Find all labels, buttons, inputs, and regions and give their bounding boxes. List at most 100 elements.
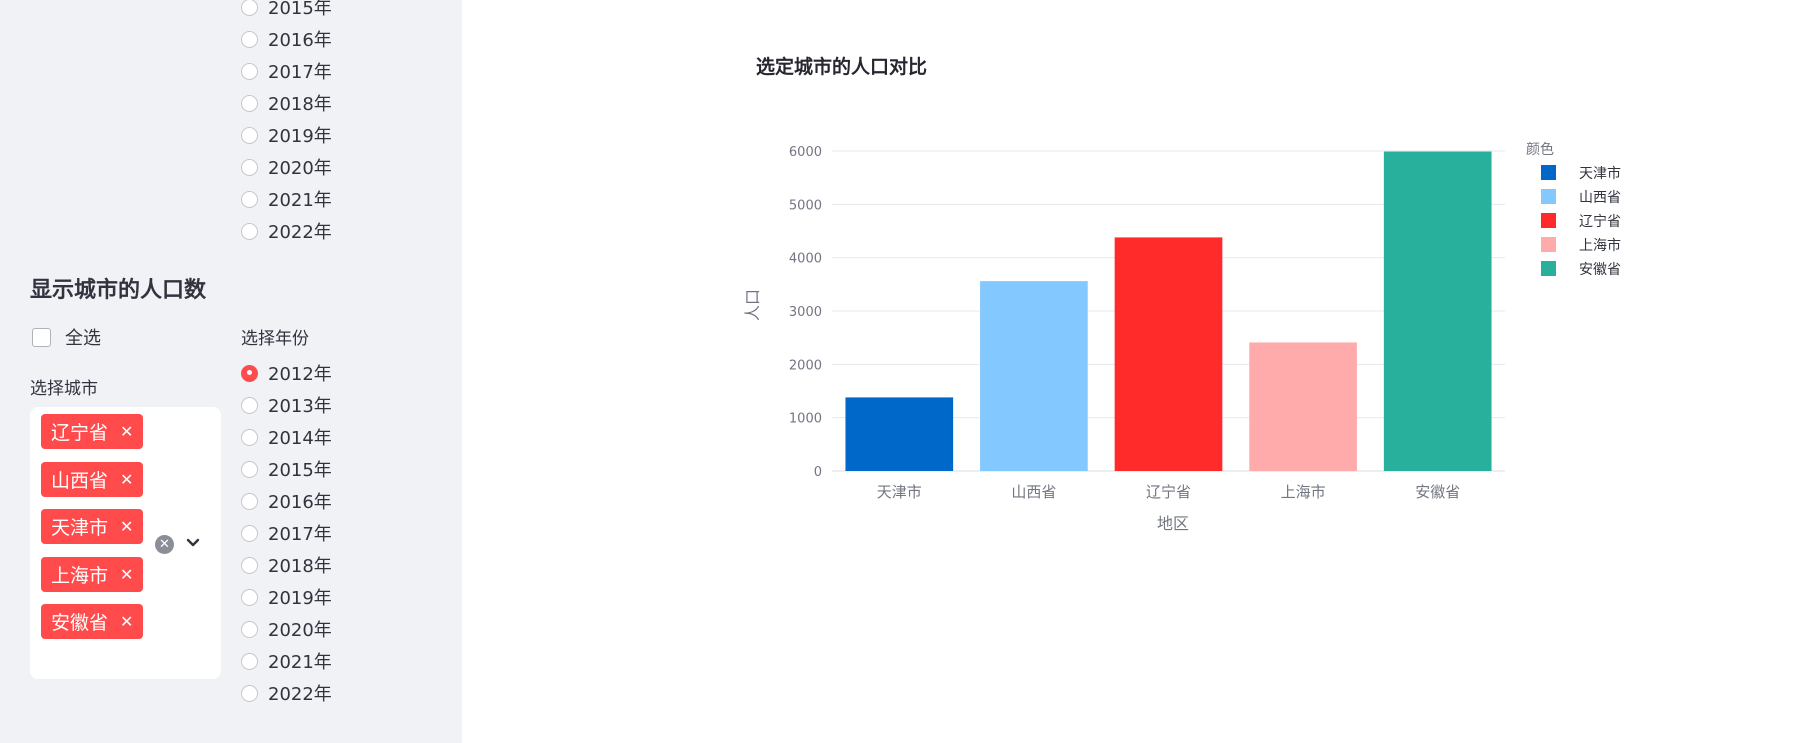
radio-label: 2021年 [268, 652, 332, 673]
radio-circle[interactable] [241, 30, 258, 48]
radio-label: 2012年 [268, 364, 332, 385]
legend-swatch [1541, 261, 1556, 276]
city-tag-label: 安徽省 [51, 612, 109, 634]
legend-swatch [1541, 237, 1556, 252]
checkbox-box[interactable] [32, 327, 51, 347]
chart-title: 选定城市的人口对比 [756, 56, 928, 78]
radio-circle[interactable] [241, 652, 258, 670]
radio-label: 2022年 [268, 222, 332, 243]
radio-circle[interactable] [241, 158, 258, 176]
radio-label: 2020年 [268, 620, 332, 641]
select-city-label: 选择城市 [30, 379, 98, 399]
radio-circle[interactable] [241, 492, 258, 510]
year-option-5[interactable]: 2017年 [241, 517, 332, 549]
radio-circle[interactable] [241, 94, 258, 112]
radio-circle[interactable] [241, 126, 258, 144]
radio-label: 2020年 [268, 158, 332, 179]
city-multiselect[interactable]: 辽宁省 ✕ 山西省 ✕ 天津市 ✕ 上海市 ✕ 安徽省 ✕ ✕ [30, 407, 221, 679]
legend-title: 颜色 [1526, 141, 1554, 158]
year-option-top-2[interactable]: 2017年 [241, 55, 332, 87]
y-tick-label: 6000 [789, 145, 822, 160]
radio-label: 2017年 [268, 524, 332, 545]
select-year-label: 选择年份 [241, 329, 309, 349]
year-option-8[interactable]: 2020年 [241, 613, 332, 645]
y-tick-label: 1000 [789, 412, 822, 427]
remove-tag-icon[interactable]: ✕ [120, 422, 134, 441]
city-tag-label: 山西省 [51, 469, 109, 492]
remove-tag-icon[interactable]: ✕ [120, 517, 134, 536]
year-option-top-0[interactable]: 2015年 [241, 0, 332, 23]
section-title: 显示城市的人口数 [30, 278, 207, 303]
radio-label: 2018年 [268, 94, 332, 115]
year-option-top-3[interactable]: 2018年 [241, 87, 332, 119]
y-axis-title: 人口 [743, 289, 762, 321]
year-option-top-6[interactable]: 2021年 [241, 183, 332, 215]
year-option-top-4[interactable]: 2019年 [241, 119, 332, 151]
legend-swatch [1541, 189, 1556, 204]
radio-label: 2016年 [268, 492, 332, 513]
city-tag[interactable]: 天津市 ✕ [41, 509, 144, 544]
radio-label: 2018年 [268, 556, 332, 577]
y-tick-label: 3000 [789, 305, 822, 320]
radio-circle[interactable] [241, 556, 258, 574]
radio-circle[interactable] [241, 0, 258, 16]
radio-circle[interactable] [241, 428, 258, 446]
remove-tag-icon[interactable]: ✕ [120, 469, 134, 489]
year-option-4[interactable]: 2016年 [241, 485, 332, 517]
city-tag[interactable]: 上海市 ✕ [41, 556, 144, 592]
year-option-2[interactable]: 2014年 [241, 421, 332, 453]
year-option-0[interactable]: 2012年 [241, 357, 332, 389]
legend-swatch [1541, 213, 1556, 228]
radio-circle[interactable] [241, 396, 258, 414]
remove-tag-icon[interactable]: ✕ [120, 564, 134, 584]
sidebar: 2015年 2016年 2017年 2018年 2019年 2020年 2021年 2022年… [0, 0, 462, 743]
radio-circle[interactable] [241, 524, 258, 542]
year-option-top-1[interactable]: 2016年 [241, 23, 332, 55]
radio-circle[interactable] [241, 62, 258, 80]
legend-entry: 山西省 [1579, 190, 1621, 206]
year-option-top-7[interactable]: 2022年 [241, 215, 332, 247]
radio-label: 2022年 [268, 684, 332, 705]
y-tick-label: 2000 [789, 358, 822, 373]
remove-tag-icon[interactable]: ✕ [120, 612, 134, 631]
x-tick-label: 辽宁省 [1146, 483, 1191, 501]
bar-辽宁省 [1114, 237, 1223, 471]
year-option-6[interactable]: 2018年 [241, 549, 332, 581]
city-tag[interactable]: 辽宁省 ✕ [41, 414, 144, 449]
year-option-9[interactable]: 2021年 [241, 645, 332, 677]
legend-entry: 上海市 [1579, 237, 1621, 254]
radio-label: 2019年 [268, 588, 332, 609]
y-tick-label: 5000 [789, 198, 822, 213]
radio-circle[interactable] [241, 222, 258, 240]
year-option-7[interactable]: 2019年 [241, 581, 332, 613]
year-option-1[interactable]: 2013年 [241, 389, 332, 421]
bar-天津市 [845, 397, 954, 471]
chevron-down-icon[interactable] [186, 538, 200, 548]
radio-circle[interactable] [241, 190, 258, 208]
city-tag-label: 天津市 [51, 517, 109, 539]
y-tick-label: 4000 [789, 252, 822, 267]
radio-label: 2013年 [268, 396, 332, 417]
bar-安徽省 [1383, 151, 1492, 472]
radio-circle[interactable] [241, 364, 258, 382]
y-tick-label: 0 [814, 465, 822, 480]
legend-entry: 天津市 [1579, 165, 1621, 182]
radio-label: 2016年 [268, 30, 332, 51]
select-all-checkbox[interactable]: 全选 [32, 324, 101, 350]
city-tag[interactable]: 山西省 ✕ [41, 461, 144, 497]
city-tag-label: 上海市 [51, 564, 109, 587]
bar-上海市 [1249, 342, 1357, 471]
x-tick-label: 山西省 [1011, 483, 1056, 501]
radio-label: 2021年 [268, 190, 332, 211]
city-tag[interactable]: 安徽省 ✕ [41, 604, 144, 639]
radio-label: 2015年 [268, 0, 332, 19]
radio-circle[interactable] [241, 684, 258, 702]
year-option-top-5[interactable]: 2020年 [241, 151, 332, 183]
year-option-10[interactable]: 2022年 [241, 677, 332, 709]
radio-circle[interactable] [241, 620, 258, 638]
radio-circle[interactable] [241, 460, 258, 478]
clear-all-icon[interactable]: ✕ [155, 535, 174, 554]
year-option-3[interactable]: 2015年 [241, 453, 332, 485]
radio-circle[interactable] [241, 588, 258, 606]
